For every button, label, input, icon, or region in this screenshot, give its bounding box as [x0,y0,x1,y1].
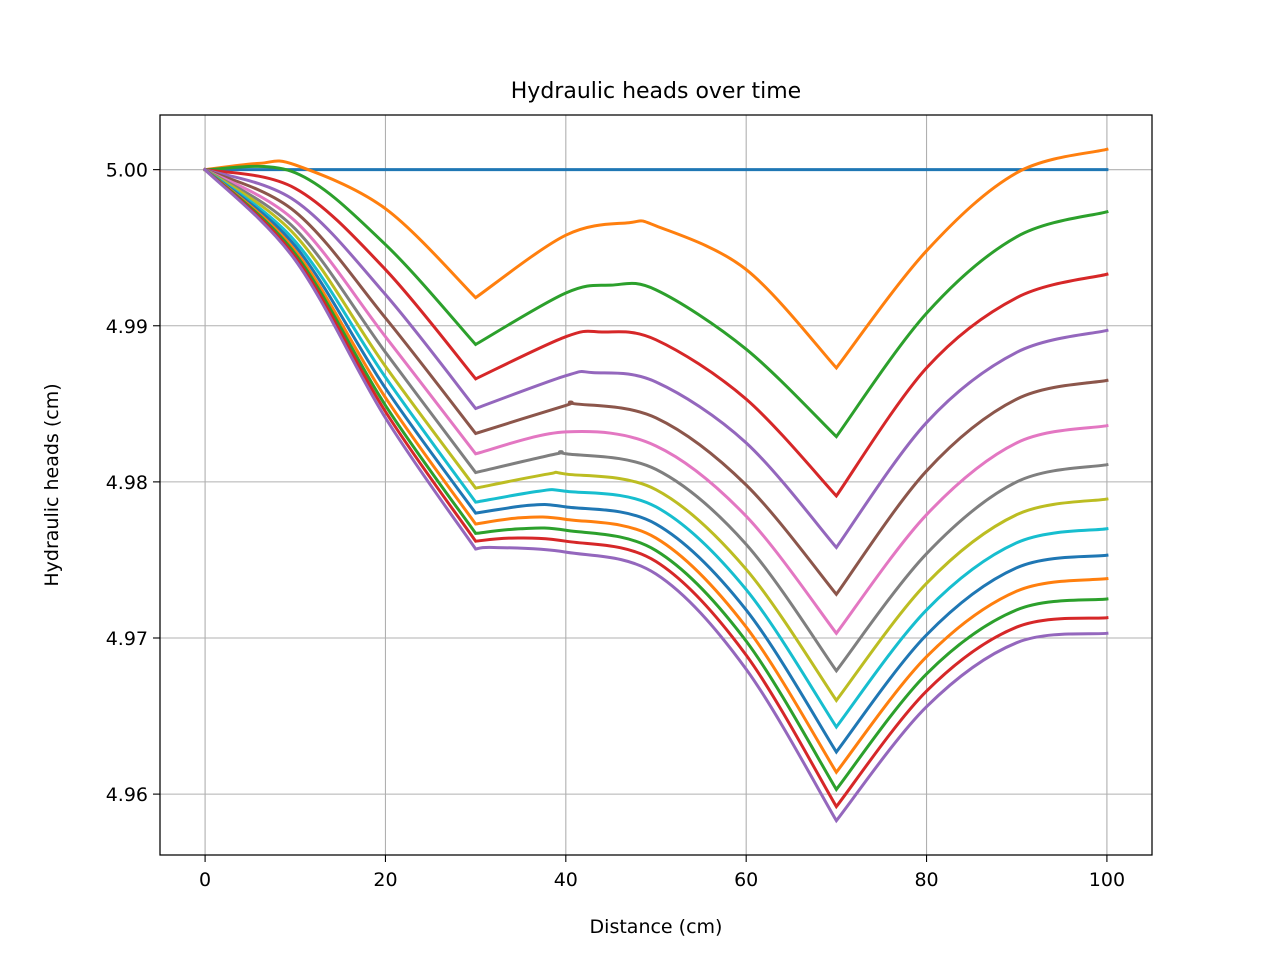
x-tick-label: 0 [199,869,211,891]
series-line [202,167,1109,730]
series-line [203,167,1109,550]
series-line [202,167,1109,775]
x-tick-label: 80 [914,869,938,891]
series-line [203,167,1109,636]
series-line [202,167,1109,810]
y-tick-label: 5.00 [106,160,148,182]
series-line [203,147,1109,371]
y-axis-label: Hydraulic heads (cm) [41,383,63,586]
series-line [203,167,1109,674]
series-line [202,167,1109,703]
series-line [203,167,1109,499]
x-tick-label: 40 [554,869,578,891]
x-tick-label: 20 [373,869,397,891]
series-line [203,164,1109,439]
series-lines [202,147,1109,824]
x-axis-label: Distance (cm) [590,916,723,938]
plot-frame [159,114,1153,856]
x-tick-label: 60 [734,869,758,891]
axis-ticks: 0 20 40 60 80 100 4.96 4.97 4.98 4.99 5.00 [106,160,1125,891]
y-tick-label: 4.99 [106,316,148,338]
series-line [203,167,1109,597]
plot-area-background [160,115,1152,855]
y-tick-label: 4.97 [106,628,148,650]
series-line [202,167,1109,755]
series-line [202,167,1109,793]
y-tick-label: 4.98 [106,472,148,494]
series-line [202,167,1109,824]
y-tick-label: 4.96 [106,784,148,806]
chart-title: Hydraulic heads over time [511,79,801,104]
x-tick-label: 100 [1089,869,1125,891]
